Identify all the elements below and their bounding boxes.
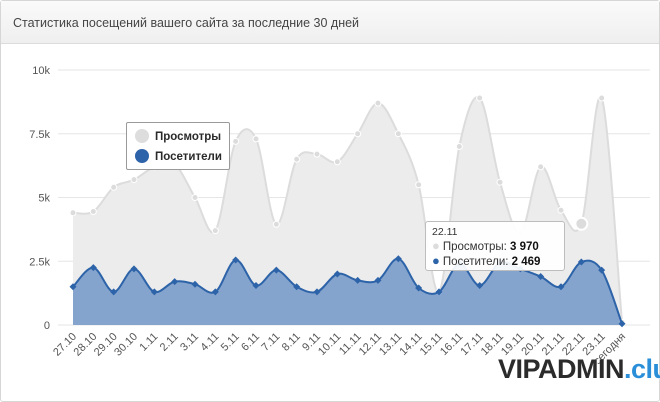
vipadmin-watermark: VIPADMIN.club <box>498 354 660 385</box>
x-tick-label: 12.11 <box>357 331 384 358</box>
views-point[interactable] <box>394 130 402 138</box>
views-point[interactable] <box>333 158 341 166</box>
visitors-point[interactable] <box>171 278 179 286</box>
visitors-point[interactable] <box>394 255 402 263</box>
visitors-point[interactable] <box>557 283 565 291</box>
x-tick-label: 14.11 <box>397 331 424 358</box>
visitors-point[interactable] <box>272 266 280 274</box>
legend-label-visitors: Посетители <box>155 151 222 163</box>
x-tick-label: 15.11 <box>418 331 445 358</box>
visitors-point[interactable] <box>598 266 606 274</box>
x-tick-label: 3.11 <box>178 331 201 354</box>
views-point[interactable] <box>557 206 565 214</box>
tooltip-row-views: ● Просмотры: 3 970 <box>432 238 539 253</box>
y-tick-label: 0 <box>44 320 50 332</box>
visitors-point[interactable] <box>150 288 158 296</box>
views-point[interactable] <box>598 94 606 102</box>
x-tick-label: 8.11 <box>280 331 303 354</box>
panel-header: Статистика посещений вашего сайта за пос… <box>1 1 659 44</box>
x-tick-label: 1.11 <box>137 331 160 354</box>
x-tick-label: 4.11 <box>198 331 221 354</box>
watermark-separator: . <box>624 354 632 384</box>
watermark-suffix: club <box>631 354 660 384</box>
panel-title: Статистика посещений вашего сайта за пос… <box>13 16 360 30</box>
visitors-point[interactable] <box>537 273 545 281</box>
views-point[interactable] <box>293 155 301 163</box>
views-point[interactable] <box>232 137 240 145</box>
chart-legend: Просмотры Посетители <box>126 122 230 170</box>
x-tick-label: 10.11 <box>316 331 343 358</box>
visitors-point[interactable] <box>577 258 585 266</box>
tooltip-label-visitors: Посетители: <box>442 256 509 268</box>
legend-item-visitors[interactable]: Посетители <box>135 149 222 163</box>
views-point[interactable] <box>252 135 260 143</box>
tooltip-value-visitors: 2 469 <box>511 256 541 268</box>
legend-item-views[interactable]: Просмотры <box>135 129 221 143</box>
views-point[interactable] <box>191 194 199 201</box>
views-point[interactable] <box>89 208 97 216</box>
x-tick-label: 17.11 <box>458 331 485 358</box>
views-point[interactable] <box>110 183 118 191</box>
views-point[interactable] <box>211 227 219 235</box>
x-tick-label: 16.11 <box>438 331 465 358</box>
views-point[interactable] <box>313 150 321 158</box>
visitors-point[interactable] <box>130 265 138 273</box>
visitors-point[interactable] <box>110 288 118 296</box>
views-hover-point[interactable] <box>574 216 589 231</box>
visitors-area <box>73 258 622 325</box>
visitors-point[interactable] <box>415 284 423 292</box>
chart-tooltip: 22.11 ● Просмотры: 3 970 ● Посетители: 2 4… <box>425 221 565 271</box>
views-point[interactable] <box>272 220 280 228</box>
x-tick-label: 5.11 <box>219 331 242 354</box>
legend-label-views: Просмотры <box>155 131 222 143</box>
tooltip-value-views: 3 970 <box>510 241 539 253</box>
visitors-point[interactable] <box>293 283 301 291</box>
visitors-point[interactable] <box>476 281 484 289</box>
visitors-point[interactable] <box>232 256 240 264</box>
x-tick-label: 30.10 <box>112 331 140 359</box>
views-point[interactable] <box>69 209 77 217</box>
y-tick-label: 10k <box>32 65 50 77</box>
y-tick-label: 2.5k <box>29 256 50 268</box>
watermark-main: VIPADMIN <box>498 354 625 384</box>
views-point[interactable] <box>537 163 545 171</box>
visitors-line <box>72 257 623 325</box>
visitors-point[interactable] <box>354 276 362 284</box>
visitors-point[interactable] <box>69 283 77 291</box>
x-tick-label: 7.11 <box>259 331 282 354</box>
visitors-point[interactable] <box>313 288 321 296</box>
legend-dot-visitors <box>135 149 149 163</box>
visitors-point[interactable] <box>618 320 626 328</box>
tooltip-bullet-visitors: ● <box>432 253 440 268</box>
visitors-point[interactable] <box>374 276 382 284</box>
tooltip-date: 22.11 <box>432 226 458 238</box>
views-point[interactable] <box>476 94 484 102</box>
views-point[interactable] <box>374 99 382 107</box>
visitors-point[interactable] <box>191 280 199 288</box>
x-tick-label: 2.11 <box>158 331 181 354</box>
views-point[interactable] <box>496 178 504 186</box>
legend-dot-views <box>135 129 149 143</box>
y-tick-label: 7.5k <box>29 129 50 141</box>
x-tick-label: 13.11 <box>377 331 404 358</box>
tooltip-label-views: Просмотры: <box>442 241 507 253</box>
views-point[interactable] <box>415 181 423 189</box>
y-axis-ticks: 0 2.5k 5k 7.5k 10k <box>29 65 50 332</box>
visitors-point[interactable] <box>89 264 97 272</box>
tooltip-row-visitors: ● Посетители: 2 469 <box>432 253 540 268</box>
views-point[interactable] <box>130 176 138 184</box>
visitors-point[interactable] <box>211 288 219 296</box>
visitors-point[interactable] <box>252 281 260 289</box>
views-point[interactable] <box>455 143 463 150</box>
tooltip-bullet-views: ● <box>432 238 440 253</box>
visitors-point[interactable] <box>333 270 341 278</box>
x-tick-label: 6.11 <box>239 331 262 354</box>
views-point[interactable] <box>354 130 362 138</box>
visitors-point[interactable] <box>435 288 443 296</box>
y-tick-label: 5k <box>38 193 50 205</box>
